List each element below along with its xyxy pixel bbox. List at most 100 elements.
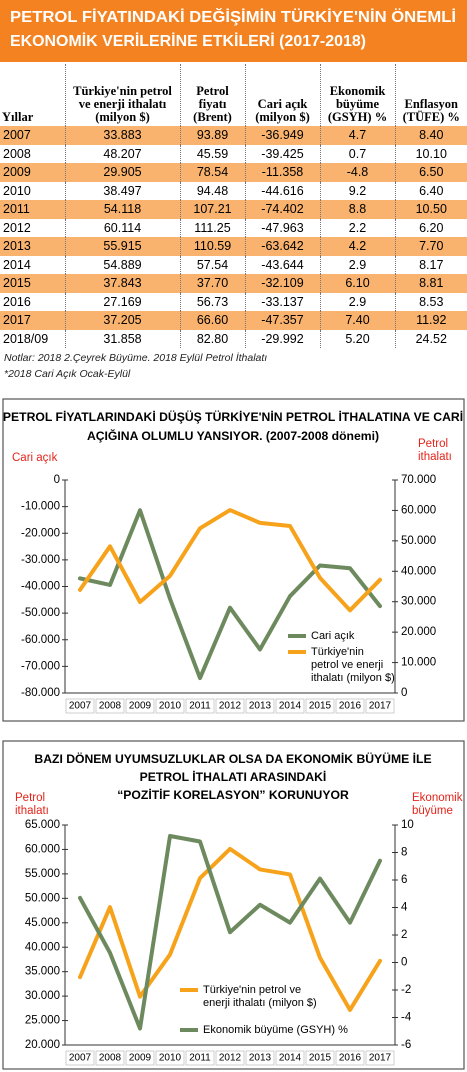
table-cell: 10.50 [394, 200, 467, 219]
x-label-box [215, 698, 245, 714]
y-tick-label: -30.000 [21, 554, 60, 566]
x-tick-label: 2014 [279, 1053, 302, 1064]
x-label-box [245, 1050, 275, 1066]
table-cell: 5.20 [319, 329, 395, 348]
x-tick-label: 2016 [339, 701, 362, 712]
series-line [78, 508, 382, 613]
y-tick-label: 35.000 [25, 966, 60, 978]
table-cell: -29.992 [244, 329, 320, 348]
table-cell: 2.9 [319, 292, 395, 311]
table-cell: 2011 [0, 200, 65, 219]
table-cell: -33.137 [244, 292, 320, 311]
x-label-box [275, 698, 305, 714]
table-cell: 2012 [3, 220, 31, 235]
header: PETROL FİYATINDAKİ DEĞİŞİMİN TÜRKİYE'NİN… [0, 0, 467, 62]
table-cell: -47.357 [244, 311, 320, 330]
y2-tick-label: -2 [401, 984, 411, 996]
x-tick-label: 2013 [249, 701, 272, 712]
table-cell: 2014 [3, 257, 31, 272]
table-cell: 2013 [0, 237, 65, 256]
chart-title: BAZI DÖNEM UYUMSUZLUKLAR OLSA DA EKONOMİ… [34, 751, 431, 802]
x-tick-label: 2013 [249, 1053, 272, 1064]
table-cell: 4.7 [319, 126, 395, 145]
y2-tick-label: 50.000 [401, 535, 436, 547]
column-header: Türkiye'nin petrol ve enerji ithalatı (m… [64, 64, 180, 126]
table-cell: 9.2 [319, 181, 395, 200]
x-tick-label: 2011 [189, 701, 211, 712]
table-cell: 38.497 [64, 181, 180, 200]
x-label-box [215, 1050, 245, 1066]
table-header-row: Yıllar Türkiye'nin petrol ve enerji ithal… [0, 64, 467, 126]
table-cell: 10.10 [394, 144, 467, 163]
y-tick-label: -40.000 [21, 581, 60, 593]
x-tick-label: 2017 [369, 701, 392, 712]
table-row: 2014 54.889 57.54 -43.644 2.9 8.17 [0, 255, 467, 274]
x-tick-label: 2010 [159, 1053, 182, 1064]
table-row: 2012 60.114 111.25 -47.963 2.2 6.20 [0, 218, 467, 237]
table-cell: -32.109 [244, 274, 320, 293]
table-cell: 6.50 [394, 163, 467, 182]
column-header: Cari açık (milyon $) [244, 64, 320, 126]
series-line [78, 846, 382, 1012]
table-cell: 24.52 [394, 329, 467, 348]
legend-label: Ekonomik büyüme (GSYH) % [203, 1024, 348, 1036]
table-cell: -74.402 [244, 200, 320, 219]
table-cell: -11.358 [244, 163, 320, 182]
table-cell: 8.8 [319, 200, 395, 219]
note: Notlar: 2018 2.Çeyrek Büyüme. 2018 Eylül… [4, 352, 268, 364]
y-axis-label: Cari açık [12, 452, 58, 464]
y2-tick-label: 10.000 [401, 657, 436, 669]
y-tick-label: 25.000 [25, 1015, 60, 1027]
legend-label: Türkiye'nin petrol ve enerji ithalatı (mil… [311, 646, 395, 684]
x-label-box [365, 1050, 395, 1066]
x-label-box [185, 1050, 215, 1066]
x-tick-label: 2017 [369, 1053, 392, 1064]
table-cell: 27.169 [64, 292, 180, 311]
x-label-box [95, 698, 125, 714]
chart-title: PETROL FİYATLARINDAKİ DÜŞÜŞ TÜRKİYE'NİN … [3, 409, 463, 443]
table-cell: 37.843 [64, 274, 180, 293]
y-tick-label: 0 [54, 474, 60, 486]
x-label-box [185, 698, 215, 714]
y-tick-label: -70.000 [21, 660, 60, 672]
table-row: 2018/09 31.858 82.80 -29.992 5.20 24.52 [0, 329, 467, 348]
table-cell: 93.89 [179, 126, 245, 145]
y2-tick-label: 10 [401, 819, 414, 831]
y2-axis-label: Petrol ithalatı [418, 438, 452, 463]
x-tick-label: 2007 [69, 701, 92, 712]
table-cell: -47.963 [244, 218, 320, 237]
legend-label: Türkiye'nin petrol ve enerji ithalatı (mi… [203, 984, 317, 1009]
x-label-box [95, 1050, 125, 1066]
series-line [78, 508, 382, 681]
x-tick-label: 2010 [159, 701, 182, 712]
y-tick-label: -60.000 [21, 634, 60, 646]
x-tick-label: 2014 [279, 701, 302, 712]
y2-tick-label: 30.000 [401, 596, 436, 608]
y2-tick-label: -6 [401, 1039, 411, 1051]
table-cell: 8.53 [394, 292, 467, 311]
chart-frame [2, 398, 465, 722]
x-label-box [65, 698, 95, 714]
y2-tick-label: 0 [401, 957, 407, 969]
table-cell: 8.17 [394, 255, 467, 274]
x-tick-label: 2009 [129, 1053, 152, 1064]
table-cell: 60.114 [64, 218, 180, 237]
y-tick-label: 40.000 [25, 941, 60, 953]
table-cell: 54.118 [64, 200, 180, 219]
x-label-box [365, 698, 395, 714]
table-cell: 55.915 [64, 237, 180, 256]
table-cell: -4.8 [319, 163, 395, 182]
chart: PETROL FİYATLARINDAKİ DÜŞÜŞ TÜRKİYE'NİN … [2, 398, 465, 722]
header-title: PETROL FİYATINDAKİ DEĞİŞİMİN TÜRKİYE'NİN… [10, 7, 456, 50]
table-cell: 6.10 [319, 274, 395, 293]
table-cell: -39.425 [244, 144, 320, 163]
table-cell: 2015 [0, 274, 65, 293]
series-line [78, 834, 382, 1031]
table-cell: 8.81 [394, 274, 467, 293]
y2-tick-label: 6 [401, 874, 407, 886]
table-cell: 37.205 [64, 311, 180, 330]
table-row: 2013 55.915 110.59 -63.642 4.2 7.70 [0, 237, 467, 256]
y-tick-label: 60.000 [25, 843, 60, 855]
x-tick-label: 2015 [309, 701, 332, 712]
y2-tick-label: 2 [401, 929, 407, 941]
